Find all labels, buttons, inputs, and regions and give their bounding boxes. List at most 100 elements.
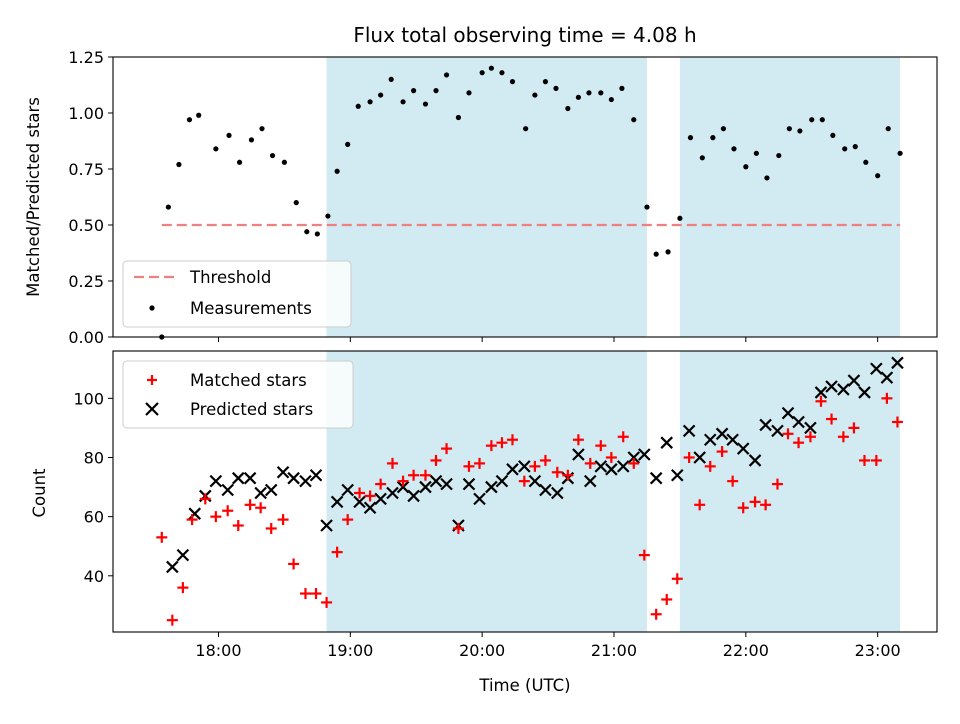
measurement-point	[314, 231, 320, 237]
predicted-stars-point	[231, 471, 245, 485]
y-tick-label: 60	[84, 508, 104, 527]
predicted-stars-point	[309, 468, 323, 482]
predicted-stars-point	[660, 436, 674, 449]
measurement-point	[345, 141, 351, 147]
y-tick-label: 80	[84, 448, 104, 467]
predicted-stars-point	[792, 415, 805, 429]
matched-stars-point	[704, 460, 716, 472]
predicted-stars-point	[870, 362, 883, 376]
matched-stars-point	[342, 514, 354, 526]
legend-matched-swatch	[147, 375, 157, 385]
predicted-stars-point	[847, 374, 861, 387]
matched-stars-point	[891, 416, 903, 428]
matched-stars-point	[650, 608, 662, 620]
measurement-point	[433, 88, 439, 94]
x-axis-label: Time (UTC)	[478, 676, 570, 695]
predicted-stars-point	[880, 371, 894, 384]
measurement-point	[281, 159, 287, 165]
matched-stars-point	[628, 457, 640, 469]
predicted-stars-point	[682, 424, 696, 438]
matched-stars-point	[354, 487, 366, 499]
predicted-stars-point	[299, 474, 312, 488]
legend-matched-label: Matched stars	[190, 371, 307, 390]
measurement-point	[334, 168, 340, 174]
predicted-stars-point	[221, 483, 234, 497]
x-tick-label: 23:00	[855, 641, 901, 660]
predicted-stars-point	[353, 495, 366, 509]
measurement-point	[455, 114, 462, 121]
observing-window-1	[326, 57, 647, 337]
predicted-stars-point	[627, 451, 641, 464]
measurement-point	[797, 128, 803, 134]
matched-stars-point	[539, 454, 551, 466]
measurement-point	[236, 159, 243, 165]
predicted-stars-point	[781, 406, 795, 420]
predicted-stars-point	[572, 448, 585, 461]
predicted-stars-point	[462, 477, 476, 491]
measurement-point	[677, 215, 683, 221]
legend-threshold-label: Threshold	[189, 268, 271, 287]
predicted-stars-point	[551, 486, 564, 500]
measurement-point	[852, 144, 858, 150]
matched-stars-point	[858, 454, 870, 466]
matched-stars-point	[562, 469, 574, 481]
bottom-legend: Matched stars Predicted stars	[122, 360, 354, 429]
x-tick-label: 19:00	[327, 641, 373, 660]
x-tick-label: 22:00	[723, 641, 769, 660]
measurement-point	[565, 105, 571, 112]
measurement-point	[830, 132, 836, 138]
matched-stars-point	[683, 451, 695, 463]
predicted-stars-point	[891, 356, 904, 370]
measurement-point	[226, 132, 232, 138]
measurement-point	[269, 152, 276, 159]
predicted-stars-point	[605, 463, 618, 476]
predicted-stars-point	[703, 433, 717, 447]
predicted-stars-point	[407, 489, 420, 503]
predicted-stars-point	[243, 471, 257, 485]
predicted-stars-point	[419, 480, 432, 494]
predicted-stars-point	[804, 421, 817, 435]
matched-stars-point	[737, 502, 749, 514]
matched-stars-point	[186, 514, 198, 526]
measurement-point	[523, 126, 529, 132]
predicted-stars-point	[748, 454, 762, 467]
matched-stars-point	[485, 440, 497, 452]
matched-stars-point	[452, 522, 464, 534]
predicted-stars-point	[814, 386, 828, 399]
predicted-stars-point	[771, 424, 784, 438]
predicted-stars-point	[166, 560, 179, 574]
measurement-point	[764, 175, 770, 181]
predicted-stars-point	[539, 483, 552, 497]
matched-stars-point	[572, 434, 584, 446]
predicted-stars-point	[386, 486, 399, 500]
predicted-stars-point	[825, 380, 838, 393]
measurement-point	[499, 70, 505, 76]
measurement-point	[631, 117, 637, 123]
matched-stars-point	[815, 395, 827, 407]
matched-stars-point	[474, 457, 486, 469]
matched-stars-point	[441, 443, 453, 455]
predicted-stars-point	[528, 474, 542, 488]
matched-stars-point	[671, 573, 683, 585]
observing-windows-bottom	[326, 351, 901, 632]
predicted-stars-point	[276, 465, 290, 479]
predicted-stars-point	[209, 474, 223, 488]
x-tick-label: 21:00	[591, 641, 637, 660]
y-tick-label: 0.75	[68, 160, 104, 179]
measurement-point	[842, 146, 848, 152]
matched-stars-point	[232, 520, 244, 532]
count-panel: 40 60 80 100 18:00 19:00 20:00 21:00 22:00 23:00…	[30, 350, 938, 695]
top-y-axis-label: Matched/Predicted stars	[24, 97, 43, 297]
measurement-point	[248, 137, 255, 143]
predicted-stars-point	[330, 495, 344, 509]
top-y-ticks: 0.00 0.25 0.50 0.75 1.00 1.25	[68, 48, 113, 347]
matched-stars-point	[793, 437, 805, 449]
matched-stars-point	[199, 493, 211, 505]
measurement-point	[378, 92, 384, 98]
measurement-point	[213, 146, 219, 152]
measurement-point	[586, 90, 592, 96]
measurement-point	[731, 146, 737, 152]
matched-stars-point	[177, 582, 189, 594]
matched-stars-point	[782, 428, 794, 440]
ratio-panel: 0.00 0.25 0.50 0.75 1.00 1.25 Matched/Predict…	[24, 48, 938, 347]
